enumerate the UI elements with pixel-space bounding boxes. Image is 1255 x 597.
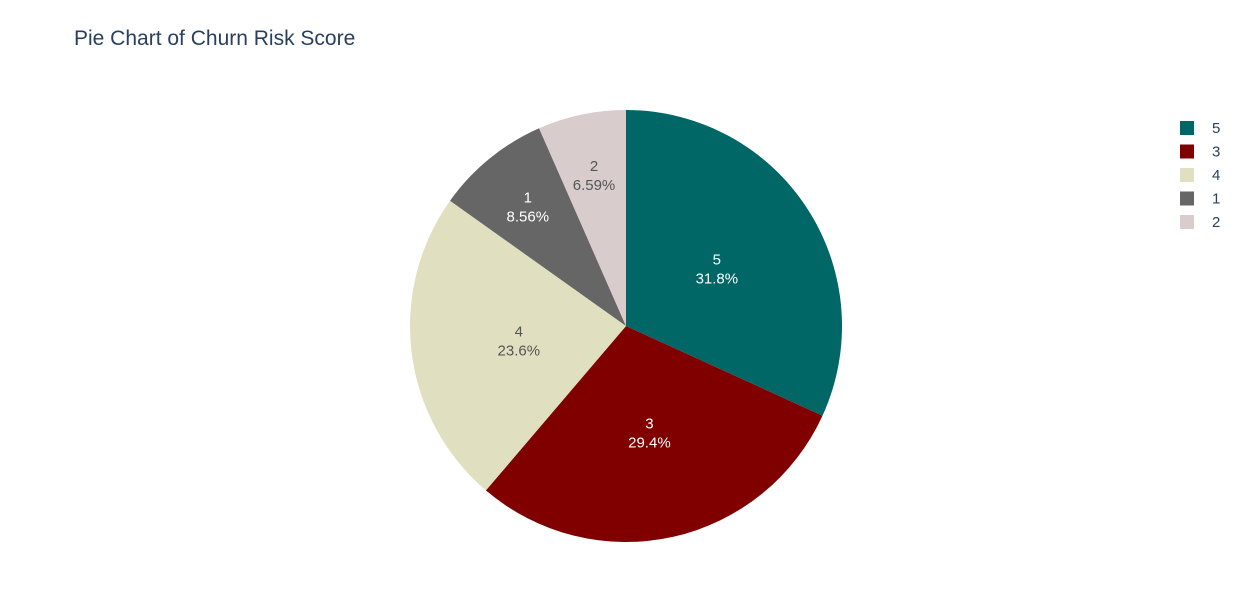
legend-label-2[interactable]: 2 xyxy=(1212,214,1220,231)
legend-label-5[interactable]: 5 xyxy=(1212,120,1220,137)
pie-slice-1[interactable] xyxy=(450,128,626,326)
chart-title: Pie Chart of Churn Risk Score xyxy=(74,27,356,50)
slice-percent-label: 31.8% xyxy=(696,271,739,288)
legend-swatch-4[interactable] xyxy=(1180,168,1194,182)
slice-category-label: 1 xyxy=(524,189,532,206)
slice-percent-label: 6.59% xyxy=(573,177,616,194)
slice-category-label: 3 xyxy=(645,415,653,432)
slice-category-label: 5 xyxy=(713,252,721,269)
slice-percent-label: 8.56% xyxy=(507,208,550,225)
pie-labels: 5 31.8% 3 29.4% 4 23.6% 1 8.56% 2 6.59% xyxy=(498,158,739,452)
legend-label-3[interactable]: 3 xyxy=(1212,144,1220,161)
slice-category-label: 2 xyxy=(590,158,598,175)
legend-swatch-3[interactable] xyxy=(1180,144,1194,159)
legend-swatch-1[interactable] xyxy=(1180,191,1194,206)
pie-slice-4[interactable] xyxy=(410,200,626,491)
slice-percent-label: 29.4% xyxy=(628,434,671,451)
pie-slice-5[interactable] xyxy=(626,109,843,416)
pie-slices xyxy=(410,109,843,542)
legend-swatch-2[interactable] xyxy=(1180,215,1194,229)
legend-label-4[interactable]: 4 xyxy=(1212,167,1220,184)
slice-percent-label: 23.6% xyxy=(498,342,541,359)
legend-label-1[interactable]: 1 xyxy=(1212,191,1220,208)
pie-slice-3[interactable] xyxy=(485,326,823,542)
pie-slice-2[interactable] xyxy=(539,110,626,326)
legend: 5 3 4 1 2 xyxy=(1180,120,1220,231)
slice-category-label: 4 xyxy=(515,323,523,340)
legend-swatch-5[interactable] xyxy=(1180,121,1194,135)
